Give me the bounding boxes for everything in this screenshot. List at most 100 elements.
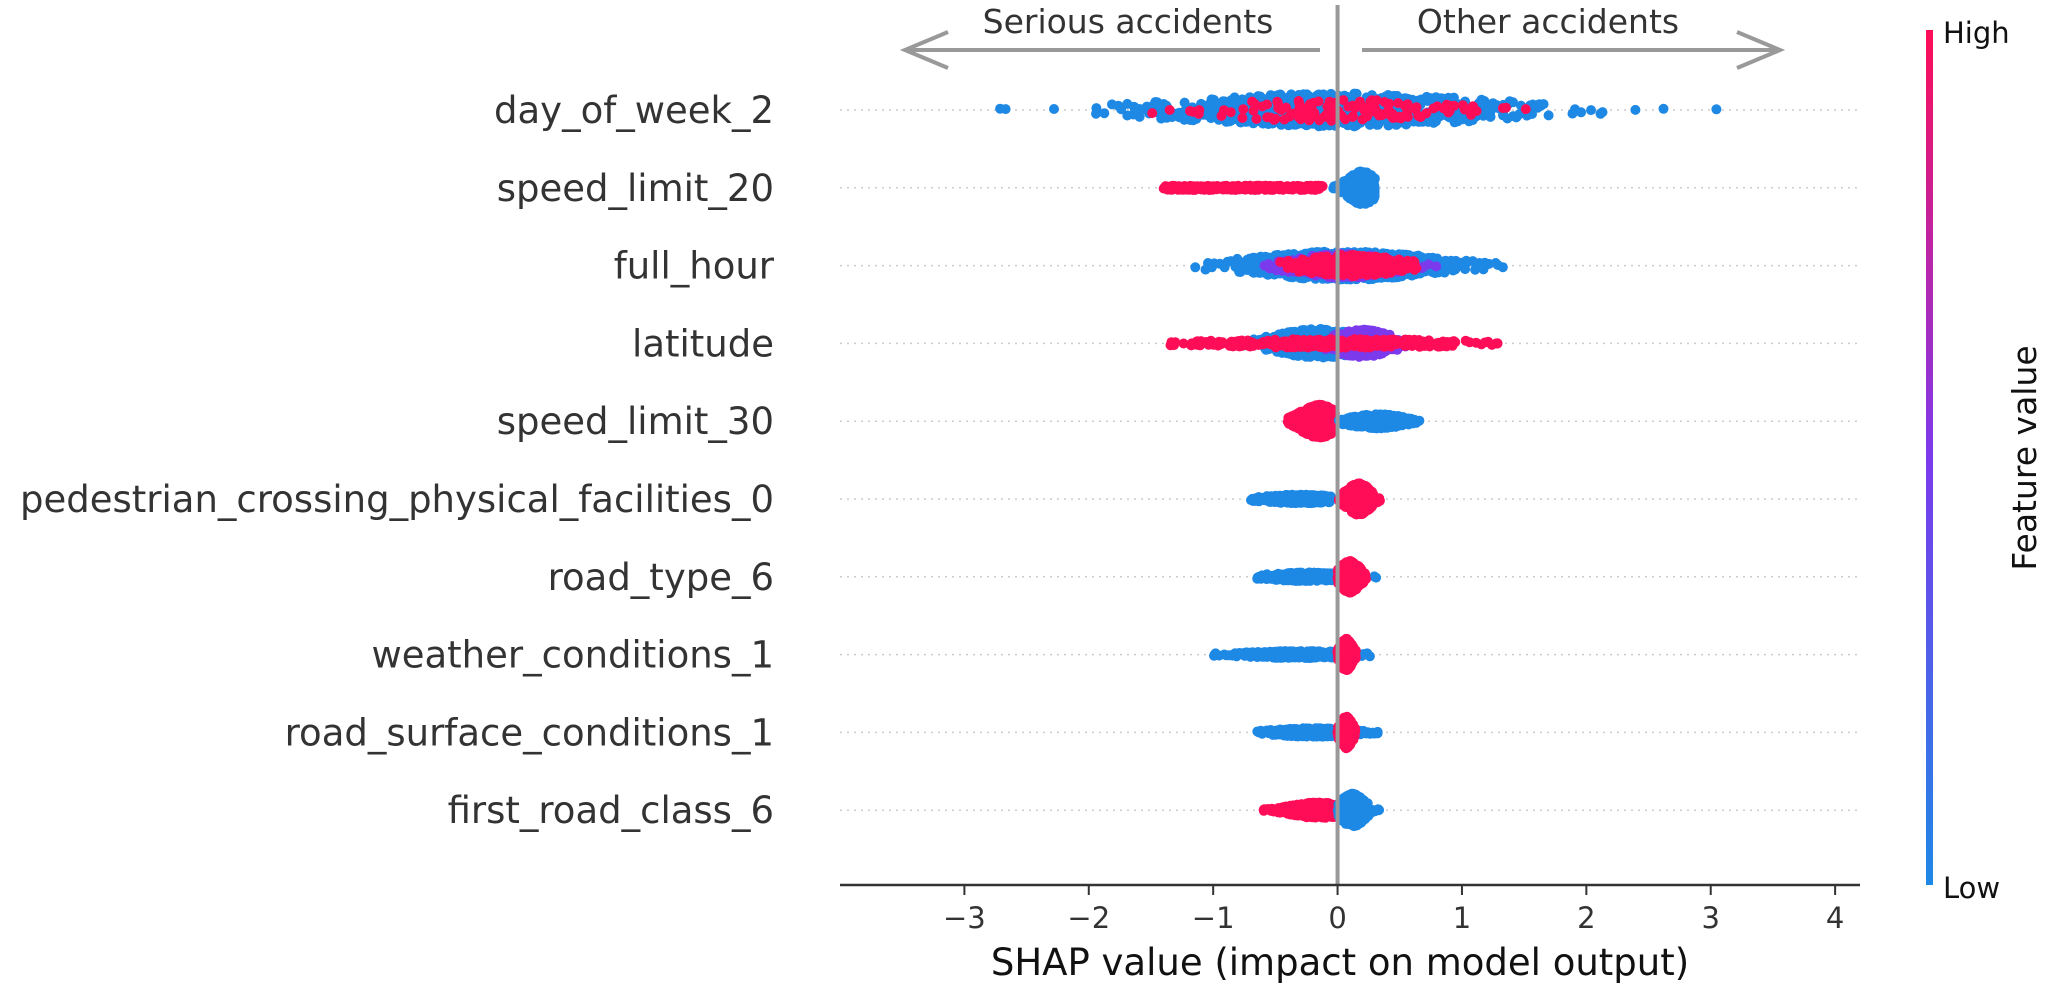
shap-point [1049, 104, 1059, 114]
shap-point [1321, 259, 1331, 269]
shap-point [1286, 416, 1296, 426]
feature-dots [1159, 167, 1380, 210]
shap-point [1279, 115, 1289, 125]
shap-point [1185, 106, 1195, 116]
shap-point [1310, 424, 1320, 434]
shap-point [1325, 337, 1335, 347]
annotation-serious-accidents: Serious accidents [983, 2, 1274, 41]
shap-point [1404, 335, 1414, 345]
shap-point [1291, 258, 1301, 268]
shap-point [1247, 97, 1257, 107]
shap-point [1352, 194, 1362, 204]
shap-point [1368, 180, 1378, 190]
shap-point [1226, 95, 1236, 105]
feature-dots [1283, 400, 1425, 443]
feature-dots [995, 89, 1721, 132]
shap-point [1659, 104, 1669, 114]
shap-point [1296, 114, 1306, 124]
shap-point [1174, 181, 1184, 191]
shap-point [1373, 253, 1383, 263]
shap-point [1492, 339, 1502, 349]
shap-point [1279, 340, 1289, 350]
shap-point [1461, 336, 1471, 346]
shap-point [1486, 112, 1496, 122]
shap-point [1372, 262, 1382, 272]
shap-point [1165, 105, 1175, 115]
shap-point [1355, 342, 1365, 352]
shap-summary-figure: Serious accidents Other accidents day_of… [0, 0, 2059, 1000]
feature-rows: day_of_week_2speed_limit_20full_hourlati… [20, 89, 1860, 833]
shap-point [1269, 182, 1279, 192]
shap-point [1253, 340, 1263, 350]
shap-point [1363, 197, 1373, 207]
shap-point [1480, 338, 1490, 348]
shap-point [1296, 418, 1306, 428]
shap-point [1411, 263, 1421, 273]
shap-point [1219, 105, 1229, 115]
shap-point [1403, 99, 1413, 109]
shap-point [1292, 341, 1302, 351]
shap-point [1099, 108, 1109, 118]
shap-point [1312, 413, 1322, 423]
shap-point [1445, 101, 1455, 111]
shap-point [1385, 262, 1395, 272]
shap-point [1355, 97, 1365, 107]
shap-point [1397, 266, 1407, 276]
annotation-other-accidents: Other accidents [1417, 2, 1679, 41]
shap-point [1228, 340, 1238, 350]
shap-point [1308, 185, 1318, 195]
shap-point [1206, 336, 1216, 346]
shap-point [1303, 266, 1313, 276]
shap-point [1262, 112, 1272, 122]
shap-point [1156, 114, 1166, 124]
feature-dots [1166, 324, 1503, 363]
shap-point [1493, 260, 1503, 270]
shap-point [1294, 96, 1304, 106]
shap-point [1395, 112, 1405, 122]
shap-point [1240, 257, 1250, 267]
feature-row: full_hour [614, 245, 1860, 288]
shap-point [1417, 338, 1427, 348]
shap-point [1363, 266, 1373, 276]
shap-point [1128, 110, 1138, 120]
shap-point [1598, 107, 1608, 117]
shap-point [1203, 105, 1213, 115]
shap-point [1539, 99, 1549, 109]
shap-point [1271, 114, 1281, 124]
feature-row: speed_limit_30 [497, 400, 1860, 444]
shap-point [1413, 111, 1423, 121]
feature-label: latitude [632, 322, 774, 365]
shap-point [1319, 112, 1329, 122]
shap-point [1303, 410, 1313, 420]
shap-point [1412, 102, 1422, 112]
shap-point [1421, 94, 1431, 104]
shap-point [1392, 336, 1402, 346]
shap-point [1170, 337, 1180, 347]
shap-point [1372, 95, 1382, 105]
shap-point [1544, 110, 1554, 120]
shap-point [1276, 105, 1286, 115]
shap-point [1570, 104, 1580, 114]
shap-point [1442, 261, 1452, 271]
shap-point [1348, 112, 1358, 122]
shap-point [1107, 99, 1117, 109]
shap-point [1001, 104, 1011, 114]
shap-point [1270, 335, 1280, 345]
feature-row: day_of_week_2 [494, 89, 1860, 132]
shap-point [1147, 108, 1157, 118]
shap-point [1215, 259, 1225, 269]
shap-point [1187, 338, 1197, 348]
shap-point [1466, 110, 1476, 120]
feature-label: day_of_week_2 [494, 89, 774, 132]
shap-point [1479, 96, 1489, 106]
shap-point [1300, 105, 1310, 115]
feature-row: latitude [632, 322, 1860, 365]
shap-point [1249, 253, 1259, 263]
shap-point [1630, 105, 1640, 115]
shap-point [1442, 337, 1452, 347]
shap-point [1252, 114, 1262, 124]
shap-point [1501, 103, 1511, 113]
shap-point [1237, 113, 1247, 123]
shap-point [1164, 183, 1174, 193]
shap-point [1263, 259, 1273, 269]
